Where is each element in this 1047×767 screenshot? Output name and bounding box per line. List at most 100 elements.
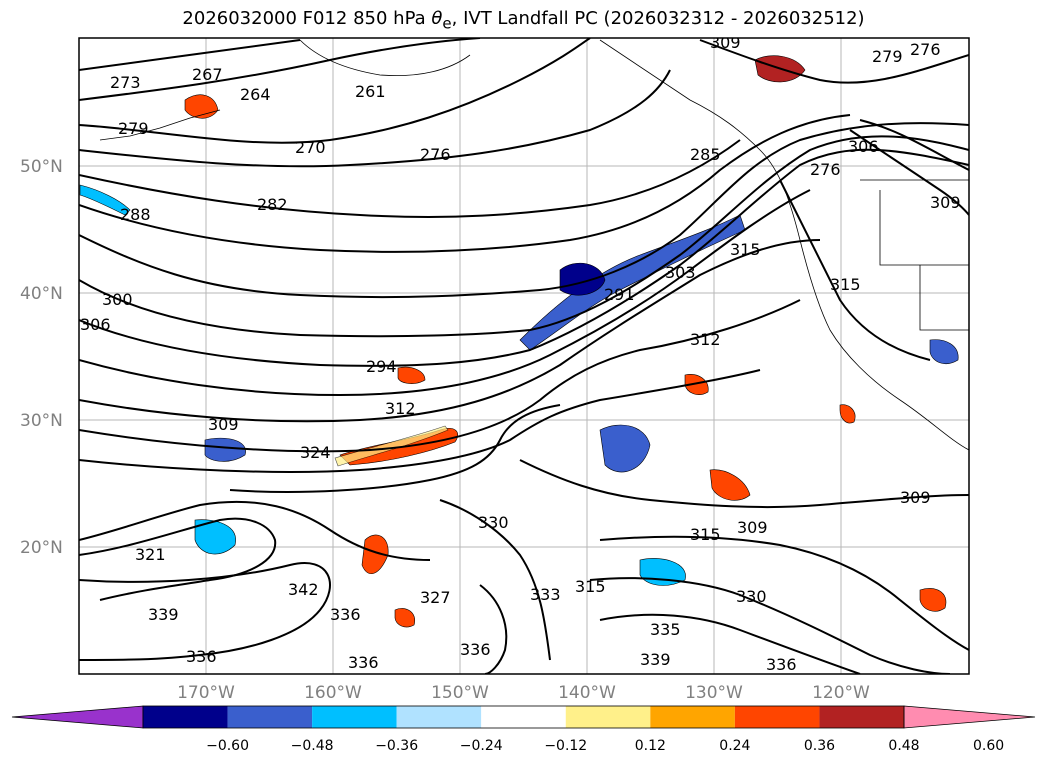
colorbar-tick-label: −0.48 — [291, 738, 334, 754]
colorbar-extend-max — [903, 705, 1036, 729]
red-blob-9 — [839, 404, 856, 424]
blue-blob-5 — [929, 339, 959, 364]
lon-label-140w: 140°W — [558, 683, 616, 703]
chart-title: 2026032000 F012 850 hPa θe, IVT Landfall… — [182, 8, 865, 33]
blue-blob-3 — [204, 437, 246, 462]
contour-label: 300 — [102, 290, 133, 309]
contour-label: 336 — [186, 647, 217, 666]
red-blob-7 — [684, 374, 709, 395]
contour-label: 306 — [848, 137, 879, 156]
contour-label: 336 — [460, 640, 491, 659]
contour-label: 273 — [110, 73, 141, 92]
longitude-labels: 170°W 160°W 150°W 140°W 130°W 120°W — [177, 683, 870, 703]
red-blob-3 — [709, 469, 751, 501]
colorbar-extend-min — [11, 705, 144, 729]
contour-label: 270 — [295, 138, 326, 157]
contour-label: 285 — [690, 145, 721, 164]
colorbar-tick-label: 0.60 — [973, 738, 1004, 754]
map-frame — [78, 37, 970, 675]
red-blob-8 — [394, 608, 416, 628]
contour-label: 333 — [530, 585, 561, 604]
contour-label: 276 — [810, 160, 841, 179]
contour-label: 294 — [366, 357, 397, 376]
contour-label: 279 — [118, 119, 149, 138]
lat-label-30n: 30°N — [20, 411, 63, 431]
contour-label: 309 — [930, 193, 961, 212]
lon-label-150w: 150°W — [431, 683, 489, 703]
yellow-band — [334, 425, 449, 467]
colorbar-segment — [396, 706, 482, 728]
contour-label: 303 — [665, 263, 696, 282]
blue-blob-2 — [599, 424, 651, 473]
lightblue-blob — [79, 184, 131, 216]
contour-label: 309 — [710, 33, 741, 52]
contour-label: 276 — [910, 40, 941, 59]
contour-label: 279 — [872, 47, 903, 66]
colorbar-segment — [143, 706, 228, 728]
contour-label: 315 — [575, 577, 606, 596]
colorbar-tick-label: −0.36 — [375, 738, 418, 754]
colorbar-outline — [142, 705, 905, 729]
contour-label: 312 — [385, 399, 416, 418]
contour-label: 330 — [478, 513, 509, 532]
lat-label-20n: 20°N — [20, 538, 63, 558]
contour-label: 306 — [80, 315, 111, 334]
contour-label: 264 — [240, 85, 271, 104]
colorbar-tick-label: 0.48 — [888, 738, 919, 754]
red-blob-6 — [397, 366, 426, 384]
contour-label: 315 — [730, 240, 761, 259]
lon-label-160w: 160°W — [304, 683, 362, 703]
contour-label: 291 — [604, 285, 635, 304]
colorbar-tick-label: −0.60 — [206, 738, 249, 754]
contour-label: 336 — [348, 653, 379, 672]
contour-label: 339 — [148, 605, 179, 624]
lat-label-50n: 50°N — [20, 157, 63, 177]
colorbar-tick-label: −0.12 — [544, 738, 587, 754]
contour-label: 312 — [690, 330, 721, 349]
contour-label: 339 — [640, 650, 671, 669]
lon-label-130w: 130°W — [685, 683, 743, 703]
contour-label: 261 — [355, 82, 386, 101]
contour-labels: 273 267 264 261 279 276 270 276 282 288 … — [80, 33, 961, 674]
contour-label: 321 — [135, 545, 166, 564]
contour-label: 342 — [288, 580, 319, 599]
colorbar-segment — [565, 706, 651, 728]
contour-label: 324 — [300, 443, 331, 462]
colorbar-segment — [312, 706, 397, 728]
contour-label: 288 — [120, 205, 151, 224]
contour-label: 336 — [330, 605, 361, 624]
contour-label: 335 — [650, 620, 681, 639]
map-panel: 273 267 264 261 279 276 270 276 282 288 … — [79, 33, 969, 674]
navy-blob — [559, 262, 606, 296]
colorbar-segment — [227, 706, 313, 728]
contour-label: 267 — [192, 65, 223, 84]
lon-label-120w: 120°W — [812, 683, 870, 703]
contour-label: 309 — [900, 488, 931, 507]
colorbar-segment — [734, 706, 820, 728]
latitude-labels: 50°N 40°N 30°N 20°N — [20, 157, 63, 558]
colorbar-segment — [819, 706, 904, 728]
contour-label: 309 — [737, 518, 768, 537]
contour-label: 276 — [420, 145, 451, 164]
colorbar-segment — [481, 706, 566, 728]
coastlines — [99, 39, 969, 451]
contour-label: 315 — [690, 525, 721, 544]
colorbar-tick-label: 0.36 — [804, 738, 835, 754]
theta-e-contours — [79, 38, 969, 674]
lon-label-170w: 170°W — [177, 683, 235, 703]
colorbar-tick-label: 0.24 — [719, 738, 750, 754]
contour-label: 282 — [257, 195, 288, 214]
contour-label: 327 — [420, 588, 451, 607]
contour-label: 315 — [830, 275, 861, 294]
lat-label-40n: 40°N — [20, 284, 63, 304]
colorbar-segment — [650, 706, 735, 728]
contour-label: 336 — [766, 655, 797, 674]
red-blob-5 — [919, 588, 947, 612]
colorbar-ticks: −0.60 −0.48 −0.36 −0.24 −0.12 0.12 0.24 0.36 0.4… — [206, 738, 1004, 754]
colorbar-tick-label: 0.12 — [635, 738, 666, 754]
colorbar-tick-label: −0.24 — [460, 738, 503, 754]
colorbar — [11, 705, 1036, 729]
contour-label: 330 — [736, 587, 767, 606]
contour-label: 309 — [208, 415, 239, 434]
